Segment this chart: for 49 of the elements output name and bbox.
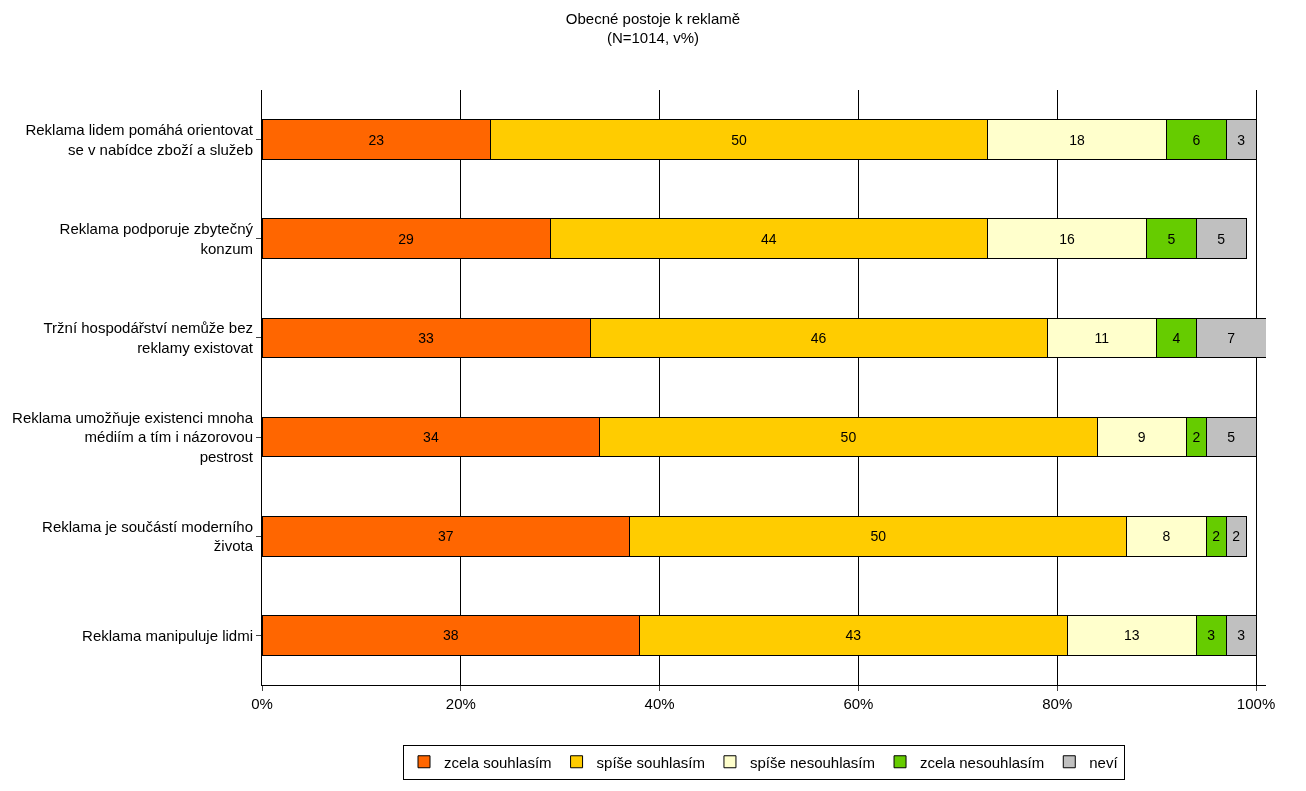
legend-label: spíše nesouhlasím bbox=[749, 753, 876, 771]
data-label: 50 bbox=[870, 528, 887, 545]
data-label: 18 bbox=[1069, 131, 1086, 148]
x-tick-label: 0% bbox=[251, 695, 273, 712]
data-label: 5 bbox=[1227, 429, 1236, 446]
chart-subtitle: (N=1014, v%) bbox=[606, 29, 700, 47]
legend-label: zcela nesouhlasím bbox=[920, 753, 1045, 771]
data-label: 38 bbox=[442, 627, 459, 644]
x-tick-label: 40% bbox=[644, 695, 675, 712]
y-tick-label: Reklama umožňuje existenci mnoha médiím a tím i názorovou pestrost bbox=[12, 408, 254, 465]
data-label: 3 bbox=[1237, 131, 1246, 148]
data-label: 5 bbox=[1167, 230, 1176, 247]
data-label: 37 bbox=[438, 528, 454, 545]
data-label: 5 bbox=[1217, 230, 1226, 247]
y-tick-label: Reklama manipuluje lidmi bbox=[82, 626, 253, 644]
data-label: 3 bbox=[1237, 627, 1246, 644]
y-tick-label: Tržní hospodářství nemůže bez reklamy existovat bbox=[43, 319, 254, 356]
y-tick-label: Reklama podporuje zbytečný konzum bbox=[59, 220, 254, 257]
data-label: 7 bbox=[1227, 329, 1236, 346]
x-tick-label: 80% bbox=[1042, 695, 1073, 712]
x-tick-label: 60% bbox=[843, 695, 874, 712]
y-tick-label: Reklama lidem pomáhá orientovat se v nabídce zboží a služeb bbox=[25, 121, 254, 158]
data-label: 2 bbox=[1192, 429, 1201, 446]
chart-title: Obecné postoje k reklamě bbox=[565, 9, 741, 27]
legend-label: neví bbox=[1089, 753, 1119, 771]
data-label: 33 bbox=[418, 329, 434, 346]
legend-label: zcela souhlasím bbox=[444, 753, 552, 771]
data-label: 11 bbox=[1094, 329, 1110, 346]
data-label: 8 bbox=[1162, 528, 1171, 545]
data-label: 43 bbox=[845, 627, 862, 644]
data-label: 23 bbox=[368, 131, 385, 148]
data-label: 4 bbox=[1172, 329, 1181, 346]
data-label: 34 bbox=[423, 429, 439, 446]
data-label: 9 bbox=[1137, 429, 1146, 446]
x-tick-label: 100% bbox=[1236, 695, 1276, 712]
data-label: 44 bbox=[761, 230, 777, 247]
data-label: 3 bbox=[1207, 627, 1216, 644]
data-label: 2 bbox=[1212, 528, 1221, 545]
data-label: 16 bbox=[1059, 230, 1076, 247]
data-label: 2 bbox=[1232, 528, 1241, 545]
data-label: 46 bbox=[810, 329, 827, 346]
data-label: 29 bbox=[398, 230, 415, 247]
x-tick-label: 20% bbox=[445, 695, 476, 712]
data-label: 6 bbox=[1192, 131, 1201, 148]
y-tick-label: Reklama je součástí moderního života bbox=[42, 517, 254, 555]
data-label: 50 bbox=[731, 131, 748, 148]
legend-label: spíše souhlasím bbox=[596, 753, 705, 771]
data-label: 13 bbox=[1123, 627, 1140, 644]
data-label: 50 bbox=[840, 429, 857, 446]
